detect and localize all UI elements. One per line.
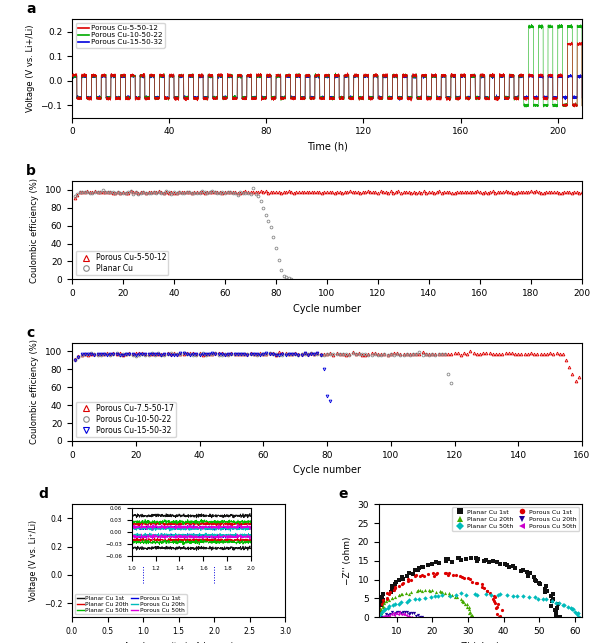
Legend: Planar Cu 1st, Planar Cu 20th, Planar Cu 50th, Porous Cu 1st, Porous Cu 20th, Po: Planar Cu 1st, Planar Cu 20th, Planar Cu…	[75, 594, 187, 614]
Legend: Porous Cu-7.5-50-17, Porous Cu-10-50-22, Porous Cu-15-50-32: Porous Cu-7.5-50-17, Porous Cu-10-50-22,…	[76, 402, 176, 437]
Y-axis label: Coulombic efficiency (%): Coulombic efficiency (%)	[31, 340, 40, 444]
X-axis label: Time (h): Time (h)	[307, 142, 347, 152]
Y-axis label: Voltage (V vs. Li⁺/Li): Voltage (V vs. Li⁺/Li)	[29, 520, 38, 601]
Text: b: b	[26, 164, 36, 178]
Text: e: e	[338, 487, 348, 501]
Y-axis label: Coulombic efficiency (%): Coulombic efficiency (%)	[31, 177, 40, 282]
Y-axis label: −Z'' (ohm): −Z'' (ohm)	[343, 536, 352, 585]
Legend: Porous Cu-5-50-12, Planar Cu: Porous Cu-5-50-12, Planar Cu	[76, 251, 169, 275]
Legend: Porous Cu-5-50-12, Porous Cu-10-50-22, Porous Cu-15-50-32: Porous Cu-5-50-12, Porous Cu-10-50-22, P…	[76, 23, 164, 48]
Text: a: a	[26, 3, 35, 16]
Y-axis label: Voltage (V vs. Li+/Li): Voltage (V vs. Li+/Li)	[26, 24, 35, 113]
X-axis label: Z' (ohm): Z' (ohm)	[461, 642, 500, 643]
Text: c: c	[26, 325, 34, 340]
X-axis label: Cycle number: Cycle number	[293, 465, 361, 475]
X-axis label: Areal capacity (mA h cm⁻²): Areal capacity (mA h cm⁻²)	[124, 642, 233, 643]
X-axis label: Cycle number: Cycle number	[293, 303, 361, 314]
Legend: Planar Cu 1st, Planar Cu 20th, Planar Cu 50th, Porous Cu 1st, Porous Cu 20th, Po: Planar Cu 1st, Planar Cu 20th, Planar Cu…	[452, 507, 579, 531]
Text: d: d	[38, 487, 48, 501]
